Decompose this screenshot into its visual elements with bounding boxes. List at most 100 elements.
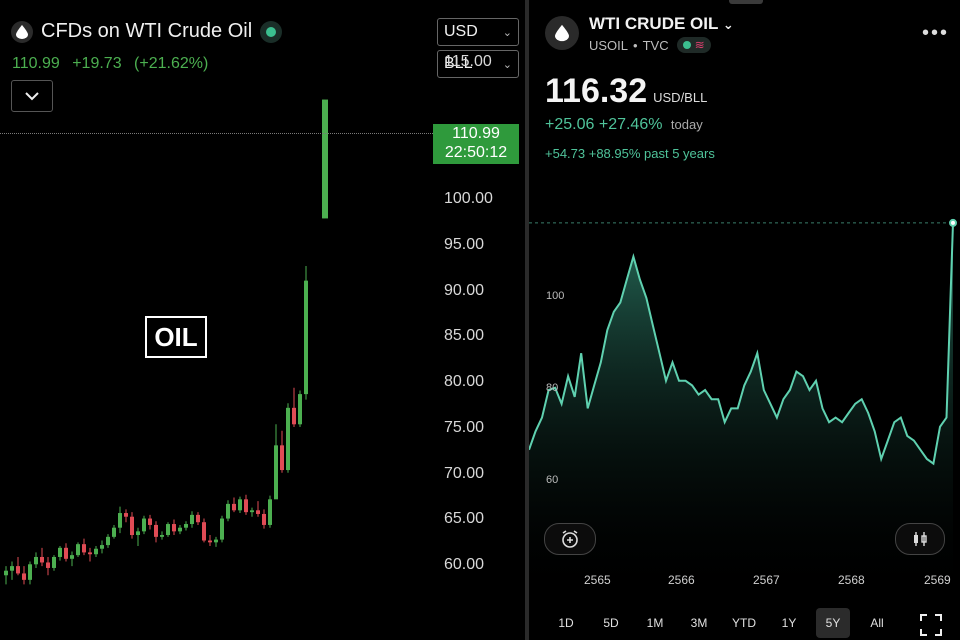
candle-body	[244, 499, 248, 513]
x-year-label: 2565	[584, 573, 611, 587]
candle	[322, 99, 328, 219]
fullscreen-button[interactable]	[920, 614, 942, 640]
candle	[46, 556, 50, 576]
candle	[160, 531, 164, 540]
price-axis-label: 60.00	[444, 556, 485, 574]
candle	[226, 500, 230, 522]
range-tab-5d[interactable]: 5D	[603, 616, 619, 630]
symbol-title: WTI CRUDE OIL	[589, 14, 719, 33]
range-tab-5y[interactable]: 5Y	[816, 608, 850, 638]
symbol-title: CFDs on WTI Crude Oil	[41, 20, 253, 42]
candle-body	[112, 527, 116, 537]
price-axis-label: 90.00	[444, 281, 485, 299]
range-tab-1d[interactable]: 1D	[558, 616, 574, 630]
candle	[214, 536, 218, 547]
candle-body	[10, 566, 14, 571]
range-tab-all[interactable]: All	[870, 616, 884, 630]
symbol-header[interactable]: CFDs on WTI Crude Oil	[11, 20, 277, 43]
candle	[130, 512, 134, 539]
last-price: 110.99	[12, 55, 60, 72]
candle	[262, 509, 266, 529]
candle-body	[322, 99, 328, 219]
symbol-title-button[interactable]: WTI CRUDE OIL ⌄	[589, 14, 734, 34]
data-source: TVC	[642, 37, 669, 53]
candle	[22, 566, 26, 585]
candlestick-chart[interactable]	[0, 0, 525, 640]
candle-body	[262, 513, 266, 525]
candle	[112, 524, 116, 539]
candle-body	[166, 524, 170, 536]
alarm-add-icon	[562, 530, 578, 548]
y-tick-label: 80	[546, 382, 559, 394]
area-chart[interactable]	[529, 0, 960, 640]
change-period: today	[670, 117, 703, 132]
candle	[10, 561, 14, 580]
tradingview-chart-panel: CFDs on WTI Crude Oil 110.99 +19.73 (+21…	[0, 0, 525, 640]
candle	[304, 266, 308, 400]
candle	[52, 555, 56, 571]
unit-select[interactable]: BLL ⌄	[437, 50, 519, 78]
candle	[142, 515, 146, 535]
last-price-tag: 110.99 22:50:12	[433, 124, 519, 164]
add-alert-button[interactable]	[544, 523, 596, 555]
candle-body	[220, 518, 224, 540]
range-tab-ytd[interactable]: YTD	[732, 616, 756, 630]
candle-body	[208, 540, 212, 543]
candle	[280, 430, 284, 473]
candle	[16, 556, 20, 576]
candle	[64, 543, 68, 562]
chart-type-button[interactable]	[895, 523, 945, 555]
candle-body	[22, 573, 26, 580]
candle	[58, 545, 62, 561]
drop-icon	[11, 20, 33, 43]
range-tab-3m[interactable]: 3M	[690, 616, 708, 630]
candle	[178, 524, 182, 535]
collapse-button[interactable]	[11, 80, 53, 112]
x-year-label: 2569	[924, 573, 951, 587]
candle-body	[202, 522, 206, 541]
candle-body	[136, 531, 140, 536]
drag-handle[interactable]	[729, 0, 763, 4]
price-tag-time: 22:50:12	[444, 144, 508, 161]
candle	[136, 527, 140, 546]
candle-body	[148, 518, 152, 525]
panel-divider	[525, 0, 529, 640]
candle-body	[88, 552, 92, 555]
candle	[292, 387, 296, 428]
chevron-down-icon: ⌄	[722, 17, 734, 32]
candle-body	[70, 555, 74, 559]
candle	[34, 552, 38, 568]
candle	[154, 521, 158, 543]
range-tab-1m[interactable]: 1M	[646, 616, 664, 630]
currency-select[interactable]: USD ⌄	[437, 18, 519, 46]
change-pct: +27.46%	[598, 116, 663, 133]
subtitle-separator: •	[633, 37, 638, 53]
status-dot-icon	[682, 41, 691, 49]
symbol-subtitle: USOIL • TVC ≋	[589, 37, 711, 53]
candle-body	[58, 547, 62, 557]
x-year-label: 2567	[753, 573, 780, 587]
candle-body	[280, 445, 284, 471]
candle-body	[274, 445, 278, 500]
candle-body	[214, 539, 218, 543]
market-status-badge[interactable]: ≋	[676, 37, 711, 53]
candle-body	[52, 556, 56, 568]
candle-body	[304, 280, 308, 395]
candle	[256, 501, 260, 517]
candle	[76, 542, 80, 557]
candle-body	[190, 514, 194, 525]
current-price: 116.32	[545, 72, 648, 110]
y-tick-label: 60	[546, 474, 559, 486]
price-unit: USD/BLL	[653, 90, 708, 105]
range-tab-1y[interactable]: 1Y	[781, 616, 797, 630]
candle-body	[160, 535, 164, 537]
candle-body	[76, 544, 80, 556]
candle-body	[130, 516, 134, 536]
candle	[238, 496, 242, 514]
candle-body	[118, 513, 122, 528]
last-value-point	[949, 218, 957, 227]
candle	[190, 511, 194, 528]
more-dots-icon[interactable]: •••	[922, 22, 950, 44]
price-change-percent: (+21.62%)	[134, 55, 209, 72]
candle	[100, 540, 104, 554]
